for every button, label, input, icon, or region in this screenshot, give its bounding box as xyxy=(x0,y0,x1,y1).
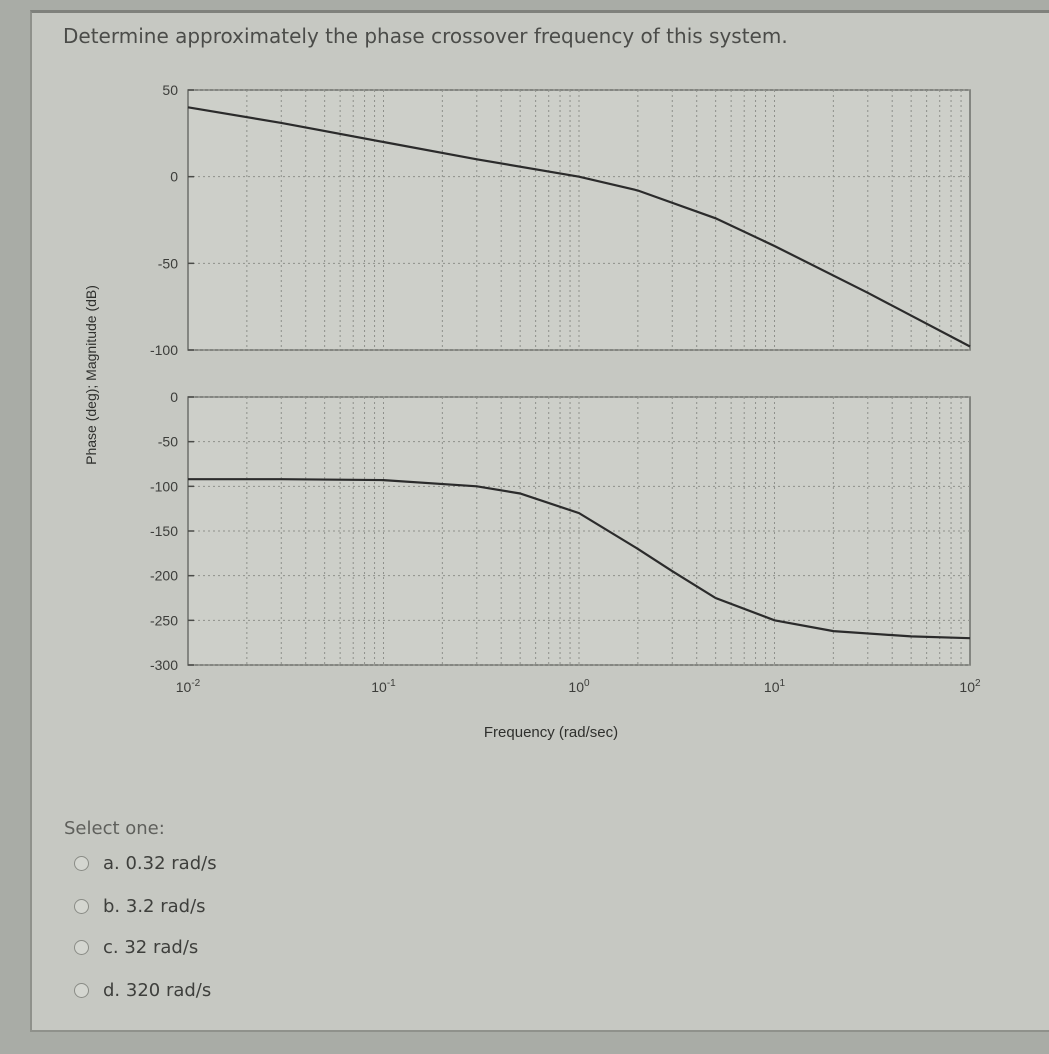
y-tick-label: 0 xyxy=(170,389,178,405)
radio-icon[interactable] xyxy=(74,982,89,998)
option-a[interactable]: a. 0.32 rad/s xyxy=(74,850,217,876)
phase-curve xyxy=(188,478,971,640)
phase-panel: 0 -50 -100 -150 -200 -250 -300 xyxy=(150,389,971,673)
magnitude-panel: 50 0 -50 -100 xyxy=(150,82,971,358)
bode-plot: 50 0 -50 -100 0 -50 -100 -150 -200 -250 -300 10-2 10… xyxy=(83,82,981,741)
y-tick-label: 0 xyxy=(170,169,178,185)
option-c[interactable]: c. 32 rad/s xyxy=(74,934,198,960)
option-d-label: d. 320 rad/s xyxy=(103,979,212,1001)
radio-icon[interactable] xyxy=(74,855,89,871)
y-axis-label: Phase (deg); Magnitude (dB) xyxy=(83,285,99,465)
x-tick-label: 102 xyxy=(959,678,981,695)
question-text: Determine approximately the phase crosso… xyxy=(63,24,788,48)
x-tick-label: 10-2 xyxy=(176,678,201,695)
y-tick-label: -200 xyxy=(150,568,178,584)
x-axis-label: Frequency (rad/sec) xyxy=(484,724,618,741)
magnitude-curve xyxy=(187,106,971,348)
radio-icon[interactable] xyxy=(74,939,89,955)
y-tick-label: -50 xyxy=(158,434,178,450)
y-tick-label: -50 xyxy=(158,255,178,271)
y-tick-label: 50 xyxy=(162,82,178,98)
y-tick-label: -100 xyxy=(150,478,178,494)
y-tick-label: -300 xyxy=(150,657,178,673)
radio-icon[interactable] xyxy=(74,898,89,914)
x-tick-label: 101 xyxy=(764,678,786,695)
x-tick-label: 10-1 xyxy=(371,678,396,695)
y-tick-label: -150 xyxy=(150,523,178,539)
option-b-label: b. 3.2 rad/s xyxy=(103,895,206,917)
y-tick-label: -250 xyxy=(150,612,178,628)
select-one-label: Select one: xyxy=(64,818,165,839)
option-a-label: a. 0.32 rad/s xyxy=(103,852,217,874)
x-tick-label: 100 xyxy=(568,678,590,695)
y-tick-label: -100 xyxy=(150,342,178,358)
option-d[interactable]: d. 320 rad/s xyxy=(74,977,211,1003)
option-c-label: c. 32 rad/s xyxy=(103,936,199,958)
option-b[interactable]: b. 3.2 rad/s xyxy=(74,893,206,919)
